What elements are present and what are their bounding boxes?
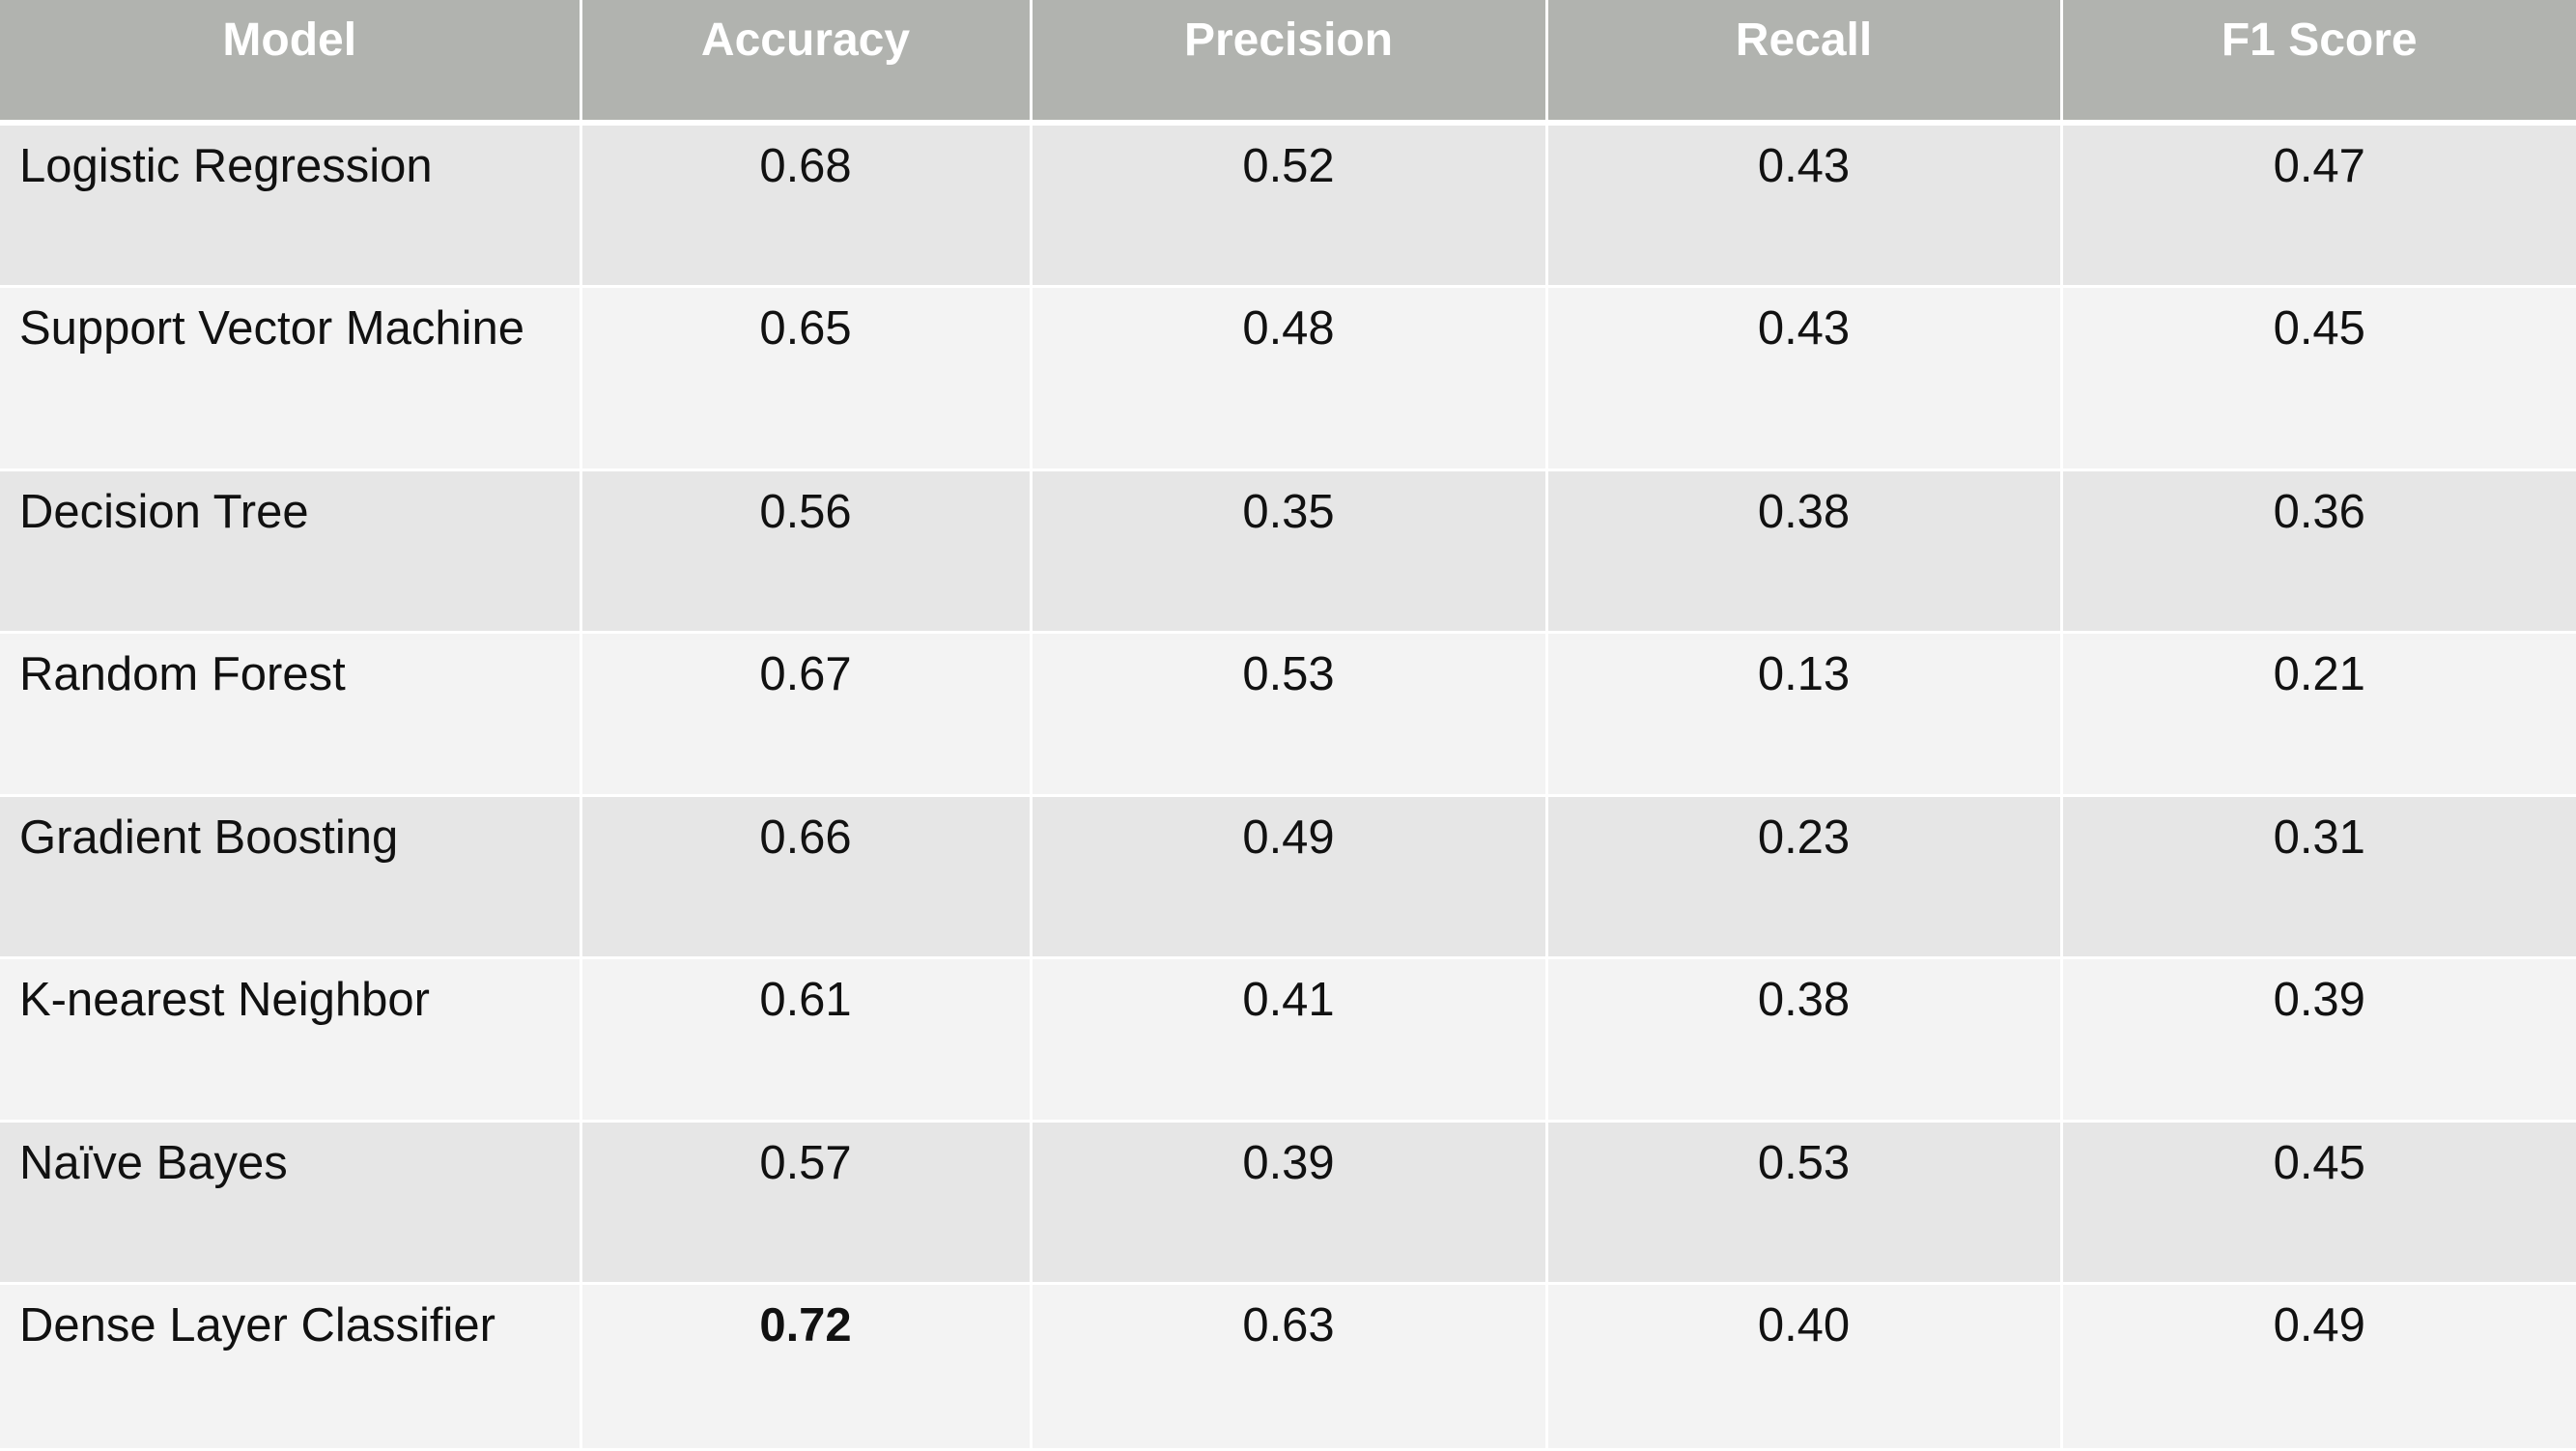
precision-cell: 0.53 [1031,632,1548,797]
table-row: Decision Tree 0.56 0.35 0.38 0.36 [0,469,2576,634]
model-name-cell: Random Forest [0,632,582,797]
recall-cell: 0.38 [1546,957,2063,1123]
recall-cell: 0.38 [1546,469,2063,634]
table-row: Naïve Bayes 0.57 0.39 0.53 0.45 [0,1121,2576,1285]
column-header-recall: Recall [1546,0,2063,126]
f1-score-cell: 0.45 [2061,286,2576,471]
precision-cell: 0.35 [1031,469,1548,634]
precision-cell: 0.39 [1031,1121,1548,1285]
table-row: Logistic Regression 0.68 0.52 0.43 0.47 [0,123,2576,288]
precision-cell: 0.41 [1031,957,1548,1123]
table-row: Random Forest 0.67 0.53 0.13 0.21 [0,632,2576,797]
recall-cell: 0.13 [1546,632,2063,797]
f1-score-cell: 0.36 [2061,469,2576,634]
table-row: Gradient Boosting 0.66 0.49 0.23 0.31 [0,795,2576,959]
table-row: K-nearest Neighbor 0.61 0.41 0.38 0.39 [0,957,2576,1123]
accuracy-cell: 0.56 [580,469,1033,634]
column-header-accuracy: Accuracy [580,0,1033,126]
f1-score-cell: 0.21 [2061,632,2576,797]
accuracy-cell: 0.57 [580,1121,1033,1285]
model-name-cell: K-nearest Neighbor [0,957,582,1123]
precision-cell: 0.48 [1031,286,1548,471]
header-row: Model Accuracy Precision Recall F1 Score [0,0,2576,126]
accuracy-cell: 0.66 [580,795,1033,959]
column-header-model: Model [0,0,582,126]
f1-score-cell: 0.47 [2061,123,2576,288]
recall-cell: 0.43 [1546,123,2063,288]
table-row: Support Vector Machine 0.65 0.48 0.43 0.… [0,286,2576,471]
accuracy-cell: 0.65 [580,286,1033,471]
model-name-cell: Support Vector Machine [0,286,582,471]
recall-cell: 0.23 [1546,795,2063,959]
column-header-precision: Precision [1031,0,1548,126]
model-name-cell: Dense Layer Classifier [0,1283,582,1451]
precision-cell: 0.52 [1031,123,1548,288]
f1-score-cell: 0.31 [2061,795,2576,959]
model-name-cell: Naïve Bayes [0,1121,582,1285]
recall-cell: 0.53 [1546,1121,2063,1285]
recall-cell: 0.43 [1546,286,2063,471]
accuracy-cell: 0.67 [580,632,1033,797]
f1-score-cell: 0.45 [2061,1121,2576,1285]
precision-cell: 0.63 [1031,1283,1548,1451]
accuracy-cell: 0.68 [580,123,1033,288]
recall-cell: 0.40 [1546,1283,2063,1451]
f1-score-cell: 0.39 [2061,957,2576,1123]
model-name-cell: Decision Tree [0,469,582,634]
precision-cell: 0.49 [1031,795,1548,959]
model-name-cell: Logistic Regression [0,123,582,288]
table-row: Dense Layer Classifier 0.72 0.63 0.40 0.… [0,1283,2576,1451]
accuracy-cell-best: 0.72 [580,1283,1033,1451]
accuracy-cell: 0.61 [580,957,1033,1123]
model-name-cell: Gradient Boosting [0,795,582,959]
f1-score-cell: 0.49 [2061,1283,2576,1451]
column-header-f1-score: F1 Score [2061,0,2576,126]
